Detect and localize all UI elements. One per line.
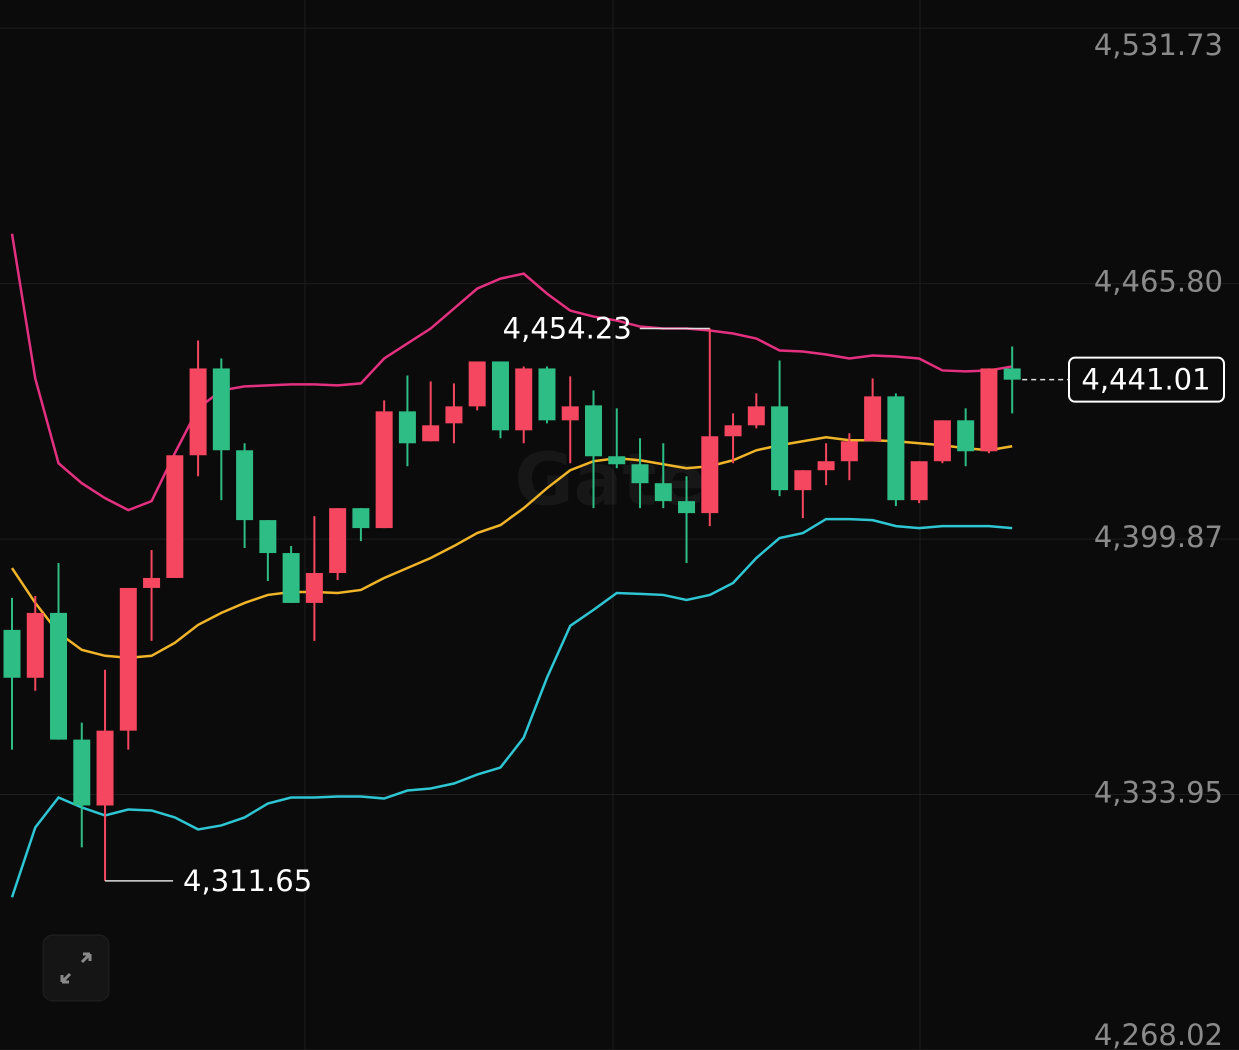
- last-price-box: [1068, 356, 1225, 403]
- candle-body: [864, 396, 882, 442]
- candle-body: [608, 456, 626, 465]
- candle-body: [724, 425, 742, 437]
- y-tick-label: 4,399.87: [1094, 520, 1223, 554]
- band-line: [10, 517, 1013, 898]
- y-tick-label: 4,465.80: [1094, 265, 1223, 299]
- y-tick-label: 4,531.73: [1094, 28, 1223, 62]
- candle-body: [468, 361, 486, 407]
- candle-body: [422, 425, 440, 442]
- labels: 4,268.02 4,333.95 4,399.87 4,465.80 4,531.73…: [105, 28, 1225, 1050]
- candle-body: [189, 368, 207, 456]
- band-line: [10, 233, 1013, 512]
- candle-body: [701, 436, 719, 514]
- candle-body: [329, 508, 347, 574]
- candle-body: [538, 368, 556, 421]
- candle-body: [747, 406, 765, 426]
- candle-body: [817, 461, 835, 471]
- candle-body: [26, 612, 44, 678]
- candle-body: [957, 420, 975, 452]
- candle-body: [933, 420, 951, 462]
- candle-body: [654, 483, 672, 502]
- expand-icon[interactable]: [60, 952, 92, 984]
- candle-body: [840, 441, 858, 462]
- expand-button-bg[interactable]: [42, 934, 110, 1002]
- candle-body: [678, 501, 696, 514]
- candle-body: [96, 730, 114, 806]
- candle-body: [794, 470, 812, 491]
- bands: [10, 233, 1013, 898]
- candle-body: [375, 411, 393, 529]
- expand-button[interactable]: [42, 934, 110, 1002]
- candle-body: [143, 577, 161, 588]
- last-price-label: 4,441.01: [1081, 363, 1210, 397]
- watermark: Gate: [515, 438, 706, 522]
- candle-body: [3, 629, 21, 678]
- candle-body: [119, 587, 137, 731]
- candle-body: [166, 455, 184, 578]
- candle-body: [50, 612, 68, 740]
- candle-body: [259, 520, 277, 554]
- candle-body: [515, 368, 533, 431]
- candle-body: [585, 405, 602, 457]
- candle-body: [1003, 368, 1021, 380]
- candle-body: [910, 461, 928, 501]
- candle-body: [236, 450, 254, 521]
- y-tick-label: 4,268.02: [1094, 1018, 1223, 1050]
- candle-body: [771, 406, 789, 491]
- candle-body: [305, 573, 323, 603]
- candle-body: [887, 396, 905, 501]
- candle-body: [561, 406, 579, 421]
- band-line: [10, 436, 1013, 660]
- candle-body: [980, 368, 998, 452]
- candle-body: [445, 406, 463, 424]
- candle-body: [491, 361, 509, 431]
- max-label: 4,454.23: [503, 311, 632, 345]
- candle-body: [73, 739, 91, 806]
- y-tick-label: 4,333.95: [1094, 775, 1223, 809]
- candle-body: [631, 464, 649, 484]
- min-label: 4,311.65: [183, 864, 312, 898]
- candles: [3, 328, 1021, 881]
- candle-body: [398, 411, 416, 444]
- candle-body: [282, 553, 300, 603]
- candle-body: [212, 368, 230, 451]
- candle-body: [352, 508, 370, 529]
